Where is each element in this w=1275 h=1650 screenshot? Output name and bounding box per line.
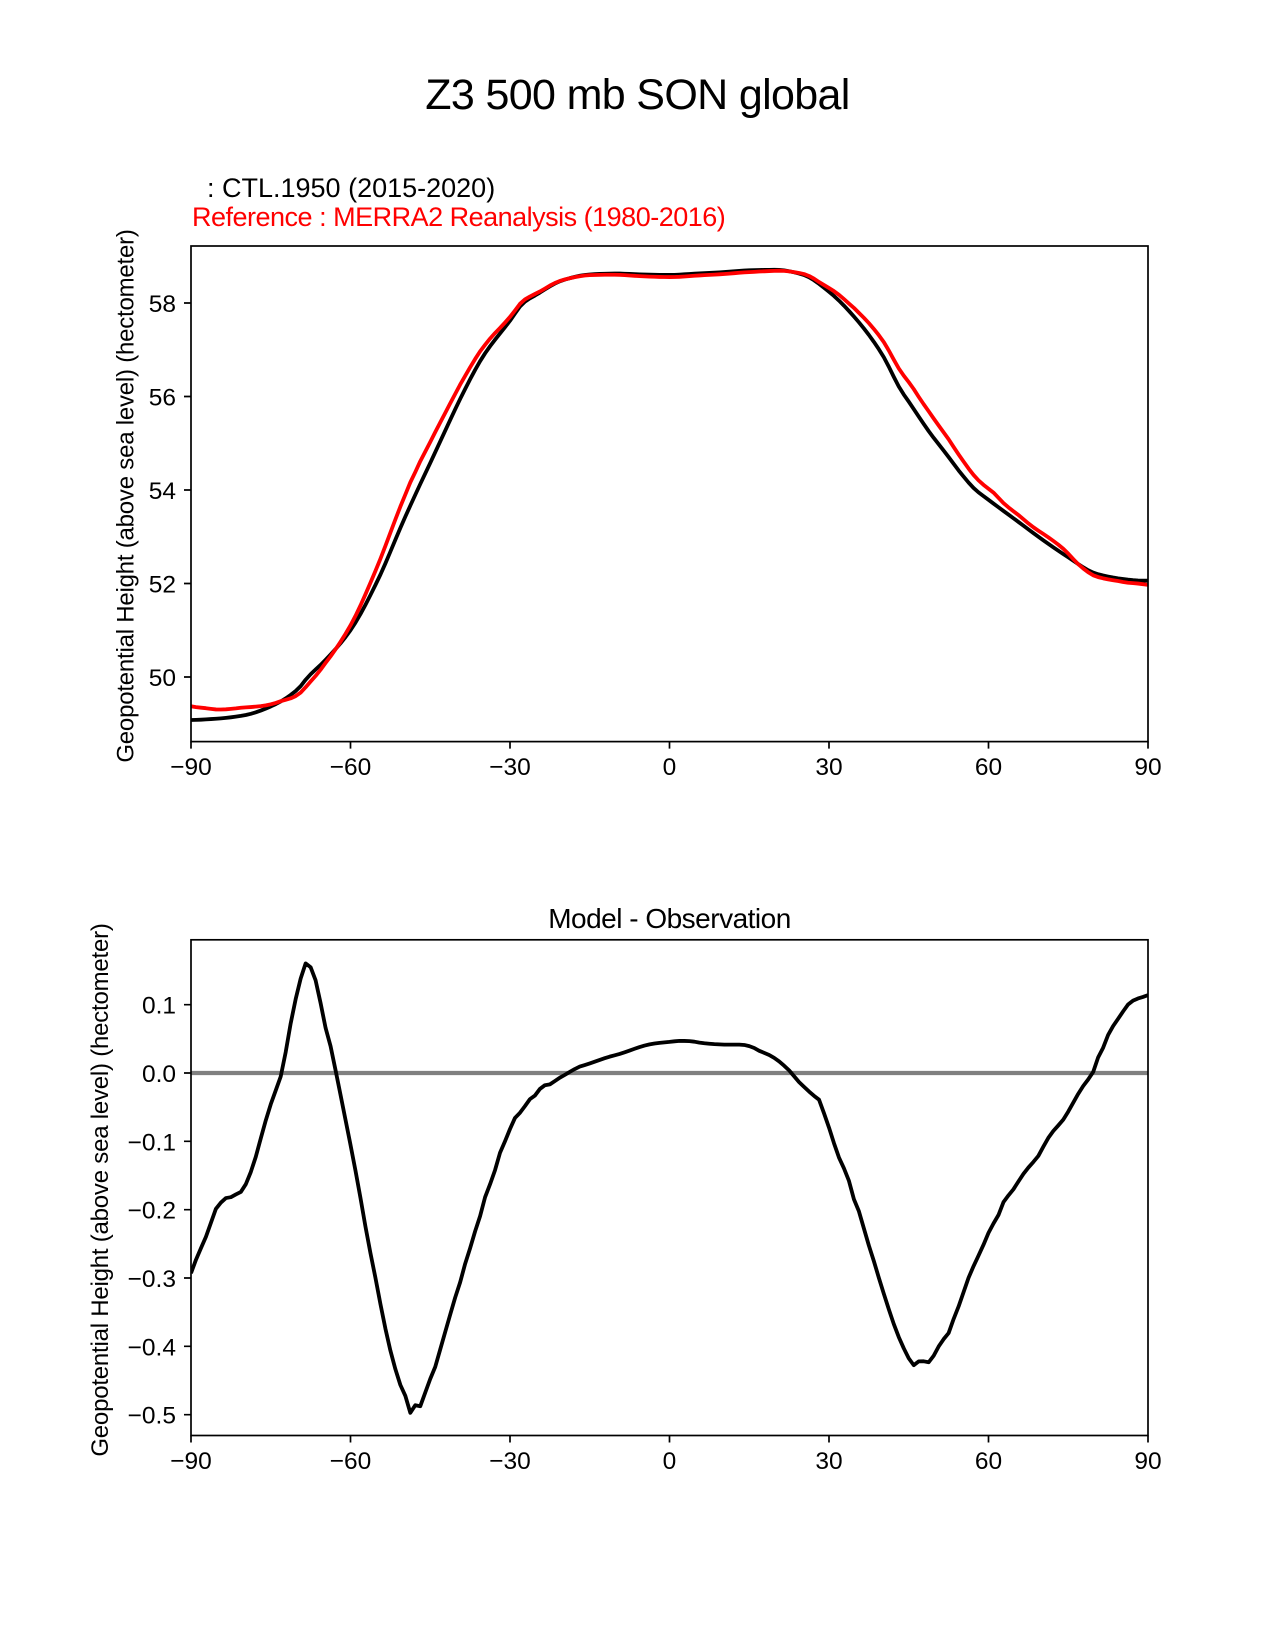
svg-text:58: 58 [149,291,176,318]
svg-text:Reference : MERRA2 Reanalysis: Reference : MERRA2 Reanalysis (1980-2016… [192,202,725,232]
svg-text:−0.4: −0.4 [128,1334,176,1361]
svg-text:0.0: 0.0 [142,1061,176,1088]
svg-text:−30: −30 [489,1448,531,1475]
svg-text:Geopotential Height (above sea: Geopotential Height (above sea level) (h… [113,229,140,762]
svg-text:60: 60 [975,754,1002,781]
svg-text:−0.2: −0.2 [128,1198,176,1225]
svg-text:60: 60 [975,1448,1002,1475]
svg-text:−0.5: −0.5 [128,1403,176,1430]
svg-text:: CTL.1950 (2015-2020): : CTL.1950 (2015-2020) [207,173,495,203]
svg-text:Model - Observation: Model - Observation [548,903,791,934]
svg-text:0: 0 [663,754,677,781]
svg-text:−30: −30 [489,754,531,781]
svg-text:0.1: 0.1 [142,993,176,1020]
svg-text:54: 54 [149,478,176,505]
svg-text:52: 52 [149,572,176,599]
svg-text:Z3 500 mb SON global: Z3 500 mb SON global [425,71,849,119]
svg-text:90: 90 [1134,1448,1161,1475]
svg-text:90: 90 [1134,754,1161,781]
svg-text:Geopotential Height (above sea: Geopotential Height (above sea level) (h… [87,923,114,1456]
svg-text:30: 30 [815,754,842,781]
svg-text:30: 30 [815,1448,842,1475]
svg-text:56: 56 [149,385,176,412]
svg-text:−0.1: −0.1 [128,1129,176,1156]
svg-text:−90: −90 [170,1448,212,1475]
svg-text:−60: −60 [330,1448,372,1475]
svg-text:−60: −60 [330,754,372,781]
svg-text:50: 50 [149,665,176,692]
svg-text:0: 0 [663,1448,677,1475]
svg-text:−0.3: −0.3 [128,1266,176,1293]
svg-text:−90: −90 [170,754,212,781]
